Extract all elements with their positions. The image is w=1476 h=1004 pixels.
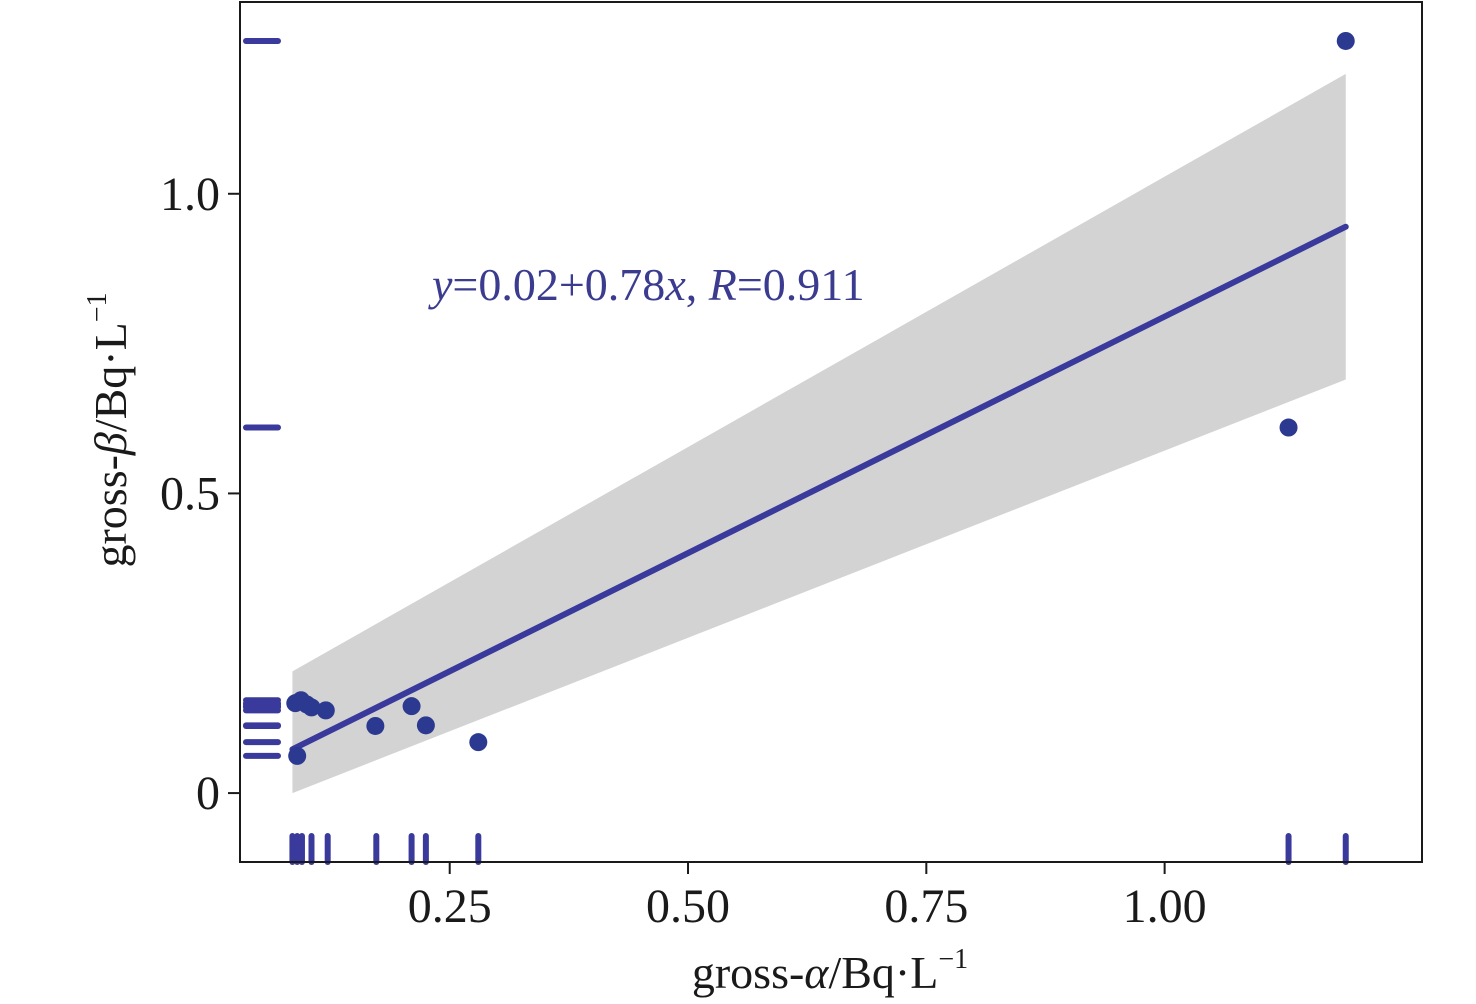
annotation-x-var: x bbox=[664, 259, 686, 310]
y-axis-label-exponent: −1 bbox=[82, 292, 113, 322]
y-tick-label: 0.5 bbox=[160, 467, 220, 520]
annotation-y-var: y bbox=[428, 259, 453, 310]
y-tick-label: 1.0 bbox=[160, 168, 220, 221]
annotation-r-var: R bbox=[708, 259, 737, 310]
data-point bbox=[302, 698, 321, 717]
plot-frame bbox=[239, 1, 1423, 863]
data-point bbox=[469, 733, 488, 752]
y-axis-label-prefix: gross- bbox=[85, 455, 136, 567]
x-axis-label-symbol: α bbox=[804, 947, 829, 998]
axes bbox=[239, 1, 1423, 863]
data-point bbox=[416, 716, 435, 735]
data-point bbox=[1279, 418, 1298, 437]
regression-line bbox=[289, 223, 1349, 753]
y-axis-label-symbol: β bbox=[85, 432, 136, 456]
y-tick-label: 0 bbox=[196, 767, 220, 820]
x-axis-label-prefix: gross- bbox=[692, 947, 804, 998]
annotation-separator: , bbox=[686, 259, 709, 310]
data-point bbox=[402, 697, 421, 716]
y-axis-label: gross-β/Bq·L−1 bbox=[82, 292, 136, 567]
x-tick-label: 1.00 bbox=[1123, 880, 1207, 933]
regression-line-group bbox=[289, 223, 1349, 753]
x-axis-ticks: 0.25 0.50 0.75 1.00 bbox=[408, 862, 1207, 933]
annotation-r-value: =0.911 bbox=[737, 259, 865, 310]
x-tick-label: 0.25 bbox=[408, 880, 492, 933]
data-point bbox=[366, 716, 385, 735]
data-points bbox=[286, 31, 1355, 765]
confidence-band-area bbox=[292, 73, 1346, 794]
x-tick-label: 0.75 bbox=[884, 880, 968, 933]
x-axis-label: gross-α/Bq·L−1 bbox=[692, 944, 968, 998]
data-point bbox=[288, 746, 307, 765]
confidence-band bbox=[292, 73, 1346, 794]
x-axis-label-exponent: −1 bbox=[938, 944, 968, 975]
y-axis-label-unit: /Bq·L bbox=[85, 322, 136, 432]
regression-annotation: y=0.02+0.78x, R=0.911 bbox=[428, 259, 865, 310]
x-tick-label: 0.50 bbox=[646, 880, 730, 933]
y-axis-ticks: 0 0.5 1.0 bbox=[160, 168, 240, 820]
annotation-equation: =0.02+0.78 bbox=[452, 259, 665, 310]
data-point bbox=[1336, 31, 1355, 50]
x-axis-label-unit: /Bq·L bbox=[828, 947, 938, 998]
data-point bbox=[316, 701, 335, 720]
rug-marks bbox=[243, 37, 1349, 865]
